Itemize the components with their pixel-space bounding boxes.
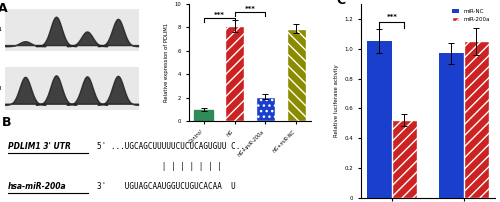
Legend: miR-NC, miR-200a: miR-NC, miR-200a (450, 7, 492, 24)
Text: | | | | | | |: | | | | | | | (97, 162, 222, 171)
Text: B: B (2, 116, 12, 129)
Bar (5, 67, 140, 109)
Y-axis label: Relative expression of PDLIM1: Relative expression of PDLIM1 (164, 23, 169, 102)
Text: PDLIM1: PDLIM1 (0, 27, 2, 32)
Text: 3'    UGUAGCAAUGGUCUGUCACAA  U: 3' UGUAGCAAUGGUCUGUCACAA U (97, 182, 235, 191)
Bar (226, 26, 244, 121)
Text: ***: *** (386, 15, 398, 20)
Bar (5, 9, 140, 51)
Text: hsa-miR-200a: hsa-miR-200a (8, 182, 66, 191)
Bar (392, 120, 417, 198)
Text: GAPDH: GAPDH (0, 86, 2, 91)
Bar (464, 41, 489, 198)
Text: ***: *** (214, 12, 224, 18)
Text: C: C (336, 0, 345, 7)
Text: 5' ...UGCAGCUUUUUCUCUCAGUGUU C...: 5' ...UGCAGCUUUUUCUCUCAGUGUU C... (97, 142, 250, 151)
Text: A: A (0, 2, 8, 15)
Text: ***: *** (244, 6, 256, 12)
Bar (287, 29, 306, 121)
Bar (256, 97, 274, 121)
Bar (194, 109, 213, 121)
Bar (366, 41, 392, 198)
Y-axis label: Relative luciferase activity: Relative luciferase activity (334, 65, 338, 137)
Text: PDLIM1 3' UTR: PDLIM1 3' UTR (8, 142, 71, 151)
Bar (438, 53, 464, 198)
